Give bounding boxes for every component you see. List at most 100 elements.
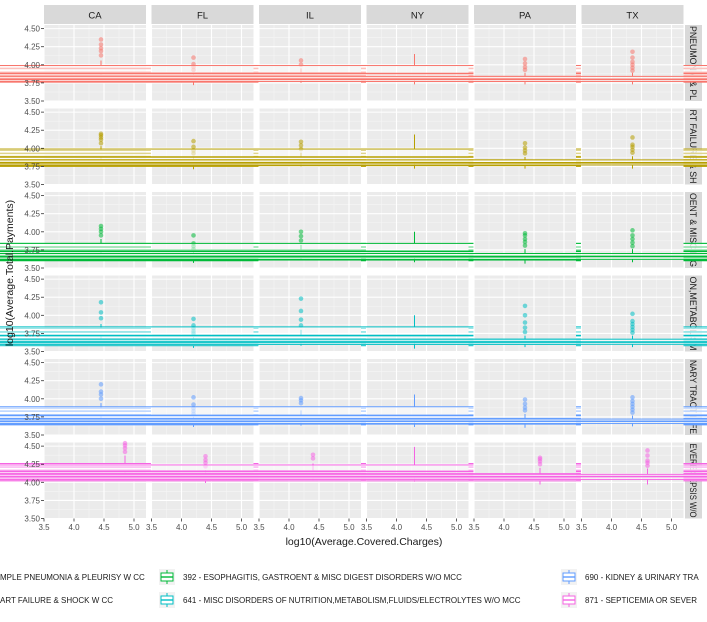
outlier-point	[522, 303, 528, 309]
x-tick-label: 3.5	[361, 523, 373, 532]
outlier-point	[630, 240, 635, 245]
outlier-point	[630, 142, 635, 147]
outlier-point	[298, 238, 304, 243]
row-strip-label: RT FAILURE & SH	[687, 110, 698, 184]
y-tick-label: 4.50	[24, 359, 40, 368]
row-strip-label: OENT & MISC DIG	[687, 193, 698, 267]
x-tick-label: 3.5	[38, 523, 50, 532]
x-tick-label: 4.5	[98, 523, 110, 532]
outlier-point	[122, 449, 128, 455]
outlier-point	[298, 395, 304, 401]
outlier-point	[522, 405, 528, 410]
column-strip-CA	[44, 5, 146, 24]
outlier-point	[522, 320, 528, 325]
x-tick-label: 4.5	[313, 523, 325, 532]
outlier-point	[98, 382, 104, 387]
legend-label: ART FAILURE & SHOCK W CC	[0, 596, 113, 605]
outlier-point	[98, 389, 104, 394]
outlier-point	[98, 315, 104, 321]
outlier-point	[310, 456, 316, 461]
outlier-point	[191, 395, 196, 400]
y-tick-label: 3.75	[24, 413, 40, 422]
outlier-point	[630, 49, 635, 55]
outlier-point	[522, 230, 528, 236]
outlier-point	[522, 236, 528, 242]
x-tick-label: 4.0	[498, 523, 510, 532]
outlier-point	[298, 143, 304, 148]
y-tick-label: 3.50	[24, 348, 40, 357]
outlier-point	[191, 138, 196, 144]
outlier-point	[98, 42, 104, 47]
x-tick-label: 4.0	[283, 523, 295, 532]
legend-item: 392 - ESOPHAGITIS, GASTROENT & MISC DIGE…	[159, 569, 462, 585]
outlier-point	[522, 401, 528, 407]
column-strip-FL	[151, 5, 254, 24]
outlier-point	[630, 55, 635, 60]
y-tick-label: 3.50	[24, 97, 40, 106]
outlier-point	[298, 317, 304, 322]
outlier-point	[98, 223, 104, 229]
x-tick-label: 5.0	[451, 523, 463, 532]
y-tick-label: 4.25	[24, 293, 40, 302]
column-strip-IL	[259, 5, 361, 24]
outlier-point	[298, 233, 304, 239]
outlier-point	[203, 453, 208, 459]
legend-label: MPLE PNEUMONIA & PLEURISY W CC	[0, 573, 145, 582]
y-tick-label: 4.25	[24, 460, 40, 469]
outlier-point	[98, 396, 104, 402]
outlier-point	[191, 55, 196, 60]
y-tick-label: 4.00	[24, 395, 40, 404]
outlier-point	[122, 440, 128, 446]
column-strip-label: CA	[88, 11, 102, 22]
y-tick-label: 4.00	[24, 478, 40, 487]
outlier-point	[630, 395, 635, 400]
outlier-point	[298, 139, 304, 145]
legend-label: 392 - ESOPHAGITIS, GASTROENT & MISC DIGE…	[183, 573, 462, 582]
outlier-point	[298, 296, 304, 301]
y-tick-label: 3.50	[24, 515, 40, 524]
y-tick-label: 4.00	[24, 61, 40, 70]
outlier-point	[298, 229, 304, 235]
legend-label: 641 - MISC DISORDERS OF NUTRITION,METABO…	[183, 596, 521, 605]
legend-label: 690 - KIDNEY & URINARY TRA	[585, 573, 699, 582]
x-tick-label: 4.5	[421, 523, 433, 532]
column-strip-label: FL	[197, 11, 208, 22]
x-tick-label: 5.0	[236, 523, 248, 532]
column-strip-label: IL	[306, 11, 314, 22]
legend-item: ART FAILURE & SHOCK W CC	[0, 596, 113, 605]
y-tick-label: 3.50	[24, 264, 40, 273]
x-axis-title: log10(Average.Covered.Charges)	[286, 536, 443, 548]
y-tick-label: 4.50	[24, 275, 40, 284]
x-tick-label: 5.0	[666, 523, 678, 532]
row-strip-label: ON,METABOLISM	[687, 277, 698, 351]
outlier-point	[191, 144, 196, 150]
y-tick-label: 4.25	[24, 377, 40, 386]
outlier-point	[191, 402, 196, 407]
y-tick-label: 4.50	[24, 192, 40, 201]
panel	[0, 442, 707, 520]
legend-label: 871 - SEPTICEMIA OR SEVER	[585, 596, 697, 605]
column-strip-NY	[366, 5, 469, 24]
outlier-point	[630, 311, 635, 317]
y-tick-label: 4.50	[24, 25, 40, 34]
column-strip-label: PA	[519, 11, 532, 22]
y-tick-label: 4.25	[24, 210, 40, 219]
outlier-point	[191, 316, 196, 322]
outlier-point	[630, 135, 635, 140]
x-tick-label: 5.0	[343, 523, 355, 532]
y-tick-label: 3.75	[24, 246, 40, 255]
x-tick-label: 3.5	[468, 523, 480, 532]
outlier-point	[98, 140, 104, 146]
outlier-point	[645, 448, 650, 453]
outlier-point	[203, 457, 208, 463]
x-tick-label: 3.5	[146, 523, 158, 532]
x-tick-label: 3.5	[253, 523, 265, 532]
panel	[0, 192, 707, 269]
outlier-point	[522, 397, 528, 402]
outlier-point	[98, 37, 104, 42]
y-tick-label: 4.00	[24, 228, 40, 237]
y-tick-label: 4.00	[24, 144, 40, 153]
x-tick-label: 5.0	[128, 523, 140, 532]
outlier-point	[645, 453, 650, 458]
